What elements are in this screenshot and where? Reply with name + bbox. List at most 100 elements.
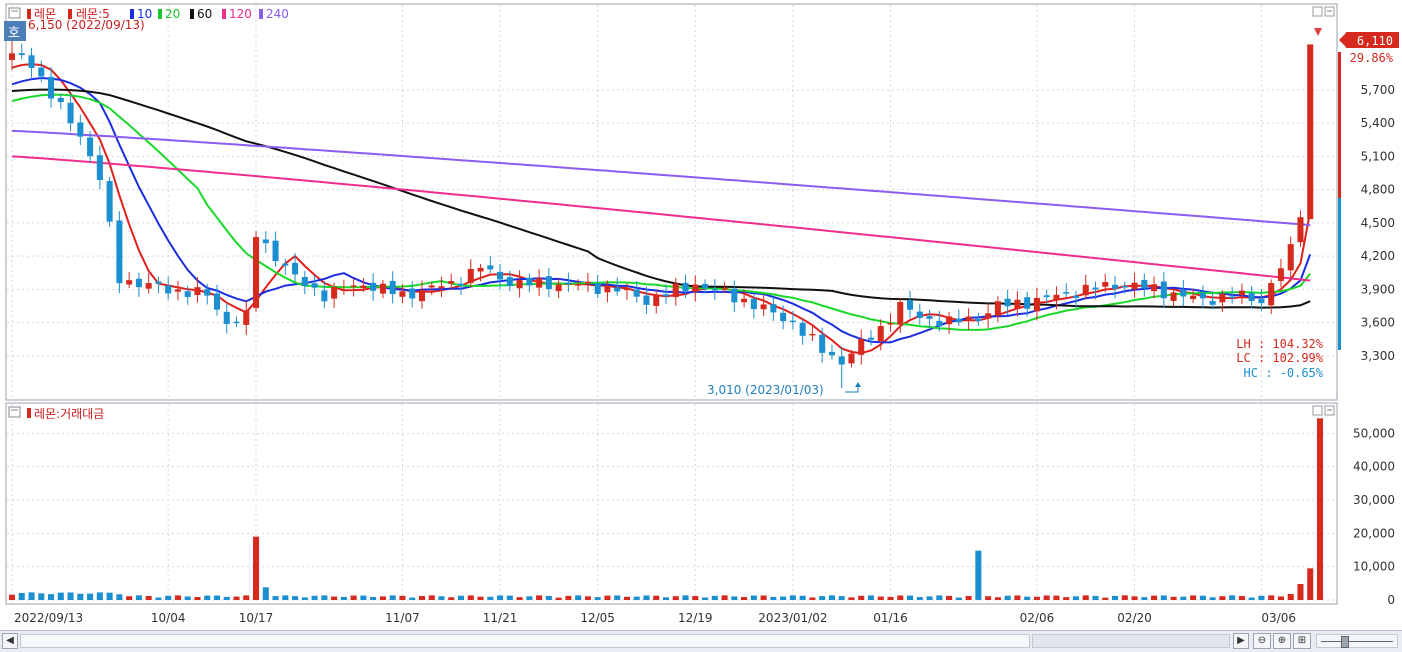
candle [565, 272, 572, 293]
volume-bar [38, 593, 45, 600]
volume-bar [1004, 595, 1011, 600]
volume-bar [1102, 597, 1109, 600]
volume-bar [116, 594, 123, 600]
volume-bar [1170, 596, 1177, 600]
volume-panel-buttons[interactable] [1312, 405, 1335, 416]
volume-bar [643, 595, 650, 600]
low-price-label: 3,010 (2023/01/03) [707, 383, 824, 397]
volume-bar [145, 596, 152, 600]
candle [623, 282, 630, 300]
volume-bar [565, 595, 572, 600]
volume-bar [1141, 597, 1148, 600]
ma20-label: 20 [165, 7, 180, 21]
volume-bar [721, 595, 728, 600]
volume-bar [301, 597, 308, 600]
volume-bar [1297, 584, 1304, 600]
ma5-label: 레몬:5 [76, 7, 110, 21]
volume-legend: 레몬:거래대금 [8, 406, 104, 421]
volume-bar [28, 592, 35, 600]
date-tick-label: 10/04 [151, 611, 186, 625]
candle [389, 271, 396, 304]
date-tick-label: 01/16 [873, 611, 908, 625]
date-tick-label: 02/20 [1117, 611, 1152, 625]
candle [282, 258, 289, 275]
price-y-axis: 5,700 5,400 5,100 4,800 4,500 4,200 3,900 3,600… [1361, 83, 1395, 363]
candle [370, 273, 377, 301]
volume-bar [1268, 595, 1275, 600]
candle [760, 294, 767, 316]
candle [1268, 279, 1275, 315]
zoom-slider-handle[interactable] [1341, 636, 1349, 648]
price-tick-label: 4,200 [1361, 249, 1395, 263]
scroll-left-button[interactable]: ◀ [2, 633, 18, 649]
volume-bar [955, 597, 962, 600]
scroll-track[interactable] [20, 634, 1030, 648]
zoom-in-icon[interactable]: ⊕ [1273, 633, 1291, 649]
candle [1111, 275, 1119, 299]
volume-bar [604, 595, 611, 600]
scroll-right-button[interactable]: ▶ [1233, 633, 1249, 649]
volume-bar [438, 596, 445, 600]
zoom-out-icon[interactable]: ⊖ [1253, 633, 1271, 649]
candle [213, 284, 221, 316]
candle [1141, 273, 1148, 297]
volume-bar [1180, 596, 1187, 600]
volume-tick-label: 0 [1387, 593, 1395, 607]
zoom-slider[interactable] [1316, 634, 1398, 648]
candle [702, 279, 709, 294]
volume-bar [770, 596, 777, 600]
volume-bar [545, 595, 552, 600]
volume-bar [858, 595, 865, 600]
candle [721, 282, 728, 293]
candle [1082, 274, 1089, 300]
candle [438, 276, 445, 297]
candle [243, 300, 250, 335]
candle [292, 253, 299, 282]
volume-bar [428, 595, 435, 600]
price-panel-buttons[interactable] [1312, 6, 1335, 17]
fit-icon[interactable]: ⊞ [1293, 633, 1311, 649]
candle [994, 296, 1001, 323]
candle [809, 324, 816, 341]
candle [1043, 289, 1050, 304]
volume-bar [370, 597, 377, 600]
candle [858, 329, 865, 365]
candle [1219, 290, 1226, 312]
stock-type-icon[interactable]: 호 [4, 21, 26, 41]
candle [1287, 236, 1294, 280]
svg-text:호: 호 [8, 26, 20, 41]
candle [604, 280, 611, 303]
candle [233, 316, 240, 328]
hc-stat: HC : -0.65% [1244, 366, 1324, 380]
candle [184, 285, 191, 305]
volume-bar [1033, 596, 1040, 600]
volume-tick-label: 50,000 [1353, 426, 1395, 440]
volume-bar [253, 536, 260, 600]
volume-tick-label: 10,000 [1353, 560, 1395, 574]
candle [536, 269, 543, 297]
date-tick-label: 2022/09/13 [14, 611, 83, 625]
candle [1180, 280, 1187, 307]
volume-bar [1082, 595, 1089, 600]
candle [828, 344, 835, 360]
volume-menu-icon[interactable] [8, 406, 21, 418]
price-tick-label: 4,800 [1361, 183, 1395, 197]
volume-bar [399, 595, 406, 600]
date-tick-label: 11/07 [385, 611, 420, 625]
series-name: 레몬 [34, 7, 56, 21]
volume-bar [985, 596, 992, 600]
candle [301, 270, 308, 295]
volume-bar [828, 595, 835, 600]
scroll-thumb[interactable] [1032, 634, 1230, 648]
candle [321, 281, 328, 309]
volume-bar [584, 596, 591, 600]
candle [594, 274, 601, 298]
price-tick-label: 5,700 [1361, 83, 1395, 97]
volume-bar [1307, 568, 1314, 600]
panel-menu-icon[interactable] [8, 7, 21, 19]
volume-bar [1209, 597, 1216, 600]
candle [18, 43, 25, 60]
volume-bar [262, 587, 269, 600]
candle [780, 305, 787, 330]
